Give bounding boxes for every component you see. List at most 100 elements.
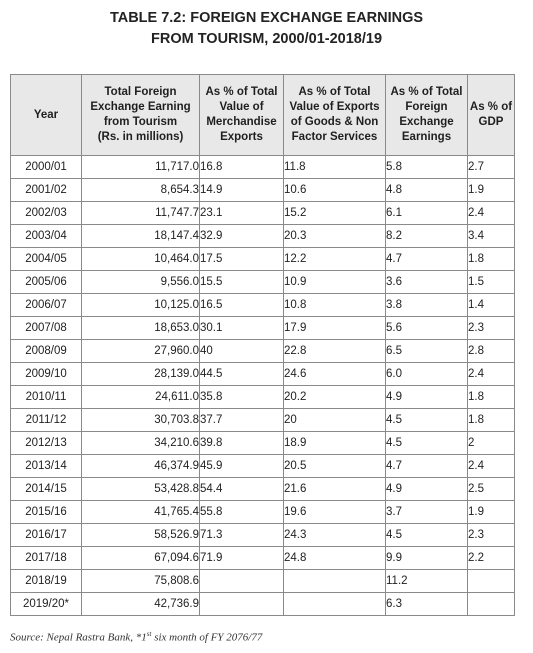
cell-year: 2015/16	[10, 500, 82, 524]
cell-merchandise-pct: 16.8	[199, 155, 284, 179]
header-total-line-3: from Tourism	[103, 116, 178, 128]
cell-total-earning: 41,765.4	[81, 500, 200, 524]
cell-merchandise-pct: 35.8	[199, 385, 284, 409]
header-fee-line-4: Earnings	[401, 131, 452, 143]
cell-gdp-pct	[467, 569, 515, 593]
cell-goods-services-pct: 20.5	[283, 454, 386, 478]
table-row: 2016/17 58,526.9 71.3 24.3 4.5 2.3	[10, 523, 515, 547]
header-goods-services-exports: As % of Total Value of Exports of Goods …	[283, 74, 386, 156]
cell-gdp-pct: 1.8	[467, 247, 515, 271]
cell-gdp-pct: 2.8	[467, 339, 515, 363]
header-fee-line-3: Exchange	[399, 116, 454, 128]
cell-foreign-exchange-pct: 6.1	[385, 201, 468, 225]
cell-total-earning: 11,747.7	[81, 201, 200, 225]
cell-total-earning: 28,139.0	[81, 362, 200, 386]
cell-year: 2009/10	[10, 362, 82, 386]
table-row: 2001/02 8,654.3 14.9 10.6 4.8 1.9	[10, 178, 515, 202]
cell-year: 2019/20*	[10, 592, 82, 616]
cell-foreign-exchange-pct: 3.7	[385, 500, 468, 524]
table-row: 2006/07 10,125.0 16.5 10.8 3.8 1.4	[10, 293, 515, 317]
header-merchandise-exports: As % of Total Value of Merchandise Expor…	[199, 74, 284, 156]
cell-foreign-exchange-pct: 4.7	[385, 247, 468, 271]
table-row: 2008/09 27,960.0 40 22.8 6.5 2.8	[10, 339, 515, 363]
cell-merchandise-pct: 40	[199, 339, 284, 363]
cell-merchandise-pct: 37.7	[199, 408, 284, 432]
header-merch-line-4: Exports	[220, 131, 263, 143]
table-title-line-1: TABLE 7.2: FOREIGN EXCHANGE EARNINGS	[109, 10, 424, 26]
table-row: 2018/19 75,808.6 11.2	[10, 569, 515, 593]
cell-total-earning: 10,125.0	[81, 293, 200, 317]
table-row: 2005/06 9,556.0 15.5 10.9 3.6 1.5	[10, 270, 515, 294]
cell-merchandise-pct: 45.9	[199, 454, 284, 478]
table-header-row: Year Total Foreign Exchange Earning from…	[10, 74, 515, 156]
cell-year: 2003/04	[10, 224, 82, 248]
cell-goods-services-pct	[283, 592, 386, 616]
cell-goods-services-pct: 20.2	[283, 385, 386, 409]
cell-goods-services-pct: 24.3	[283, 523, 386, 547]
cell-foreign-exchange-pct: 4.5	[385, 431, 468, 455]
cell-total-earning: 58,526.9	[81, 523, 200, 547]
cell-goods-services-pct: 18.9	[283, 431, 386, 455]
cell-merchandise-pct: 32.9	[199, 224, 284, 248]
header-gdp-line-2: GDP	[478, 116, 504, 128]
cell-foreign-exchange-pct: 5.6	[385, 316, 468, 340]
cell-gdp-pct: 1.4	[467, 293, 515, 317]
cell-total-earning: 10,464.0	[81, 247, 200, 271]
cell-year: 2004/05	[10, 247, 82, 271]
cell-total-earning: 42,736.9	[81, 592, 200, 616]
cell-foreign-exchange-pct: 4.5	[385, 523, 468, 547]
cell-total-earning: 30,703.8	[81, 408, 200, 432]
cell-gdp-pct: 2.4	[467, 454, 515, 478]
cell-merchandise-pct	[199, 569, 284, 593]
cell-foreign-exchange-pct: 3.8	[385, 293, 468, 317]
cell-merchandise-pct: 17.5	[199, 247, 284, 271]
header-fee-line-1: As % of Total	[390, 86, 463, 98]
cell-year: 2010/11	[10, 385, 82, 409]
header-goods-line-2: Value of Exports	[289, 101, 380, 113]
cell-merchandise-pct	[199, 592, 284, 616]
cell-gdp-pct: 1.8	[467, 408, 515, 432]
table-body: 2000/01 11,717.0 16.8 11.8 5.8 2.7 2001/02 8,65…	[10, 155, 515, 616]
cell-total-earning: 67,094.6	[81, 546, 200, 570]
cell-total-earning: 9,556.0	[81, 270, 200, 294]
cell-foreign-exchange-pct: 6.0	[385, 362, 468, 386]
cell-goods-services-pct: 22.8	[283, 339, 386, 363]
header-merch-line-2: Value of	[219, 101, 264, 113]
cell-year: 2011/12	[10, 408, 82, 432]
cell-foreign-exchange-pct: 4.7	[385, 454, 468, 478]
cell-total-earning: 18,653.0	[81, 316, 200, 340]
table-row: 2015/16 41,765.4 55.8 19.6 3.7 1.9	[10, 500, 515, 524]
cell-goods-services-pct: 24.8	[283, 546, 386, 570]
cell-total-earning: 34,210.6	[81, 431, 200, 455]
cell-total-earning: 8,654.3	[81, 178, 200, 202]
table-title: TABLE 7.2: FOREIGN EXCHANGE EARNINGS FRO…	[0, 8, 533, 50]
header-gdp: As % of GDP	[467, 74, 515, 156]
cell-goods-services-pct: 17.9	[283, 316, 386, 340]
cell-goods-services-pct: 11.8	[283, 155, 386, 179]
cell-merchandise-pct: 44.5	[199, 362, 284, 386]
cell-goods-services-pct: 10.8	[283, 293, 386, 317]
header-goods-line-1: As % of Total	[298, 86, 371, 98]
cell-year: 2018/19	[10, 569, 82, 593]
table-row: 2010/11 24,611.0 35.8 20.2 4.9 1.8	[10, 385, 515, 409]
header-merch-line-3: Merchandise	[206, 116, 277, 128]
cell-gdp-pct: 3.4	[467, 224, 515, 248]
cell-merchandise-pct: 16.5	[199, 293, 284, 317]
cell-gdp-pct: 1.9	[467, 500, 515, 524]
header-year: Year	[10, 74, 82, 156]
cell-year: 2001/02	[10, 178, 82, 202]
header-foreign-exchange-earnings: As % of Total Foreign Exchange Earnings	[385, 74, 468, 156]
cell-foreign-exchange-pct: 9.9	[385, 546, 468, 570]
cell-foreign-exchange-pct: 5.8	[385, 155, 468, 179]
table-row: 2009/10 28,139.0 44.5 24.6 6.0 2.4	[10, 362, 515, 386]
header-goods-line-3: of Goods & Non	[290, 116, 379, 128]
cell-goods-services-pct	[283, 569, 386, 593]
table-row: 2013/14 46,374.9 45.9 20.5 4.7 2.4	[10, 454, 515, 478]
cell-total-earning: 27,960.0	[81, 339, 200, 363]
header-gdp-line-1: As % of	[469, 101, 513, 113]
cell-year: 2002/03	[10, 201, 82, 225]
cell-gdp-pct: 2.5	[467, 477, 515, 501]
cell-gdp-pct: 2.2	[467, 546, 515, 570]
cell-goods-services-pct: 24.6	[283, 362, 386, 386]
cell-merchandise-pct: 39.8	[199, 431, 284, 455]
